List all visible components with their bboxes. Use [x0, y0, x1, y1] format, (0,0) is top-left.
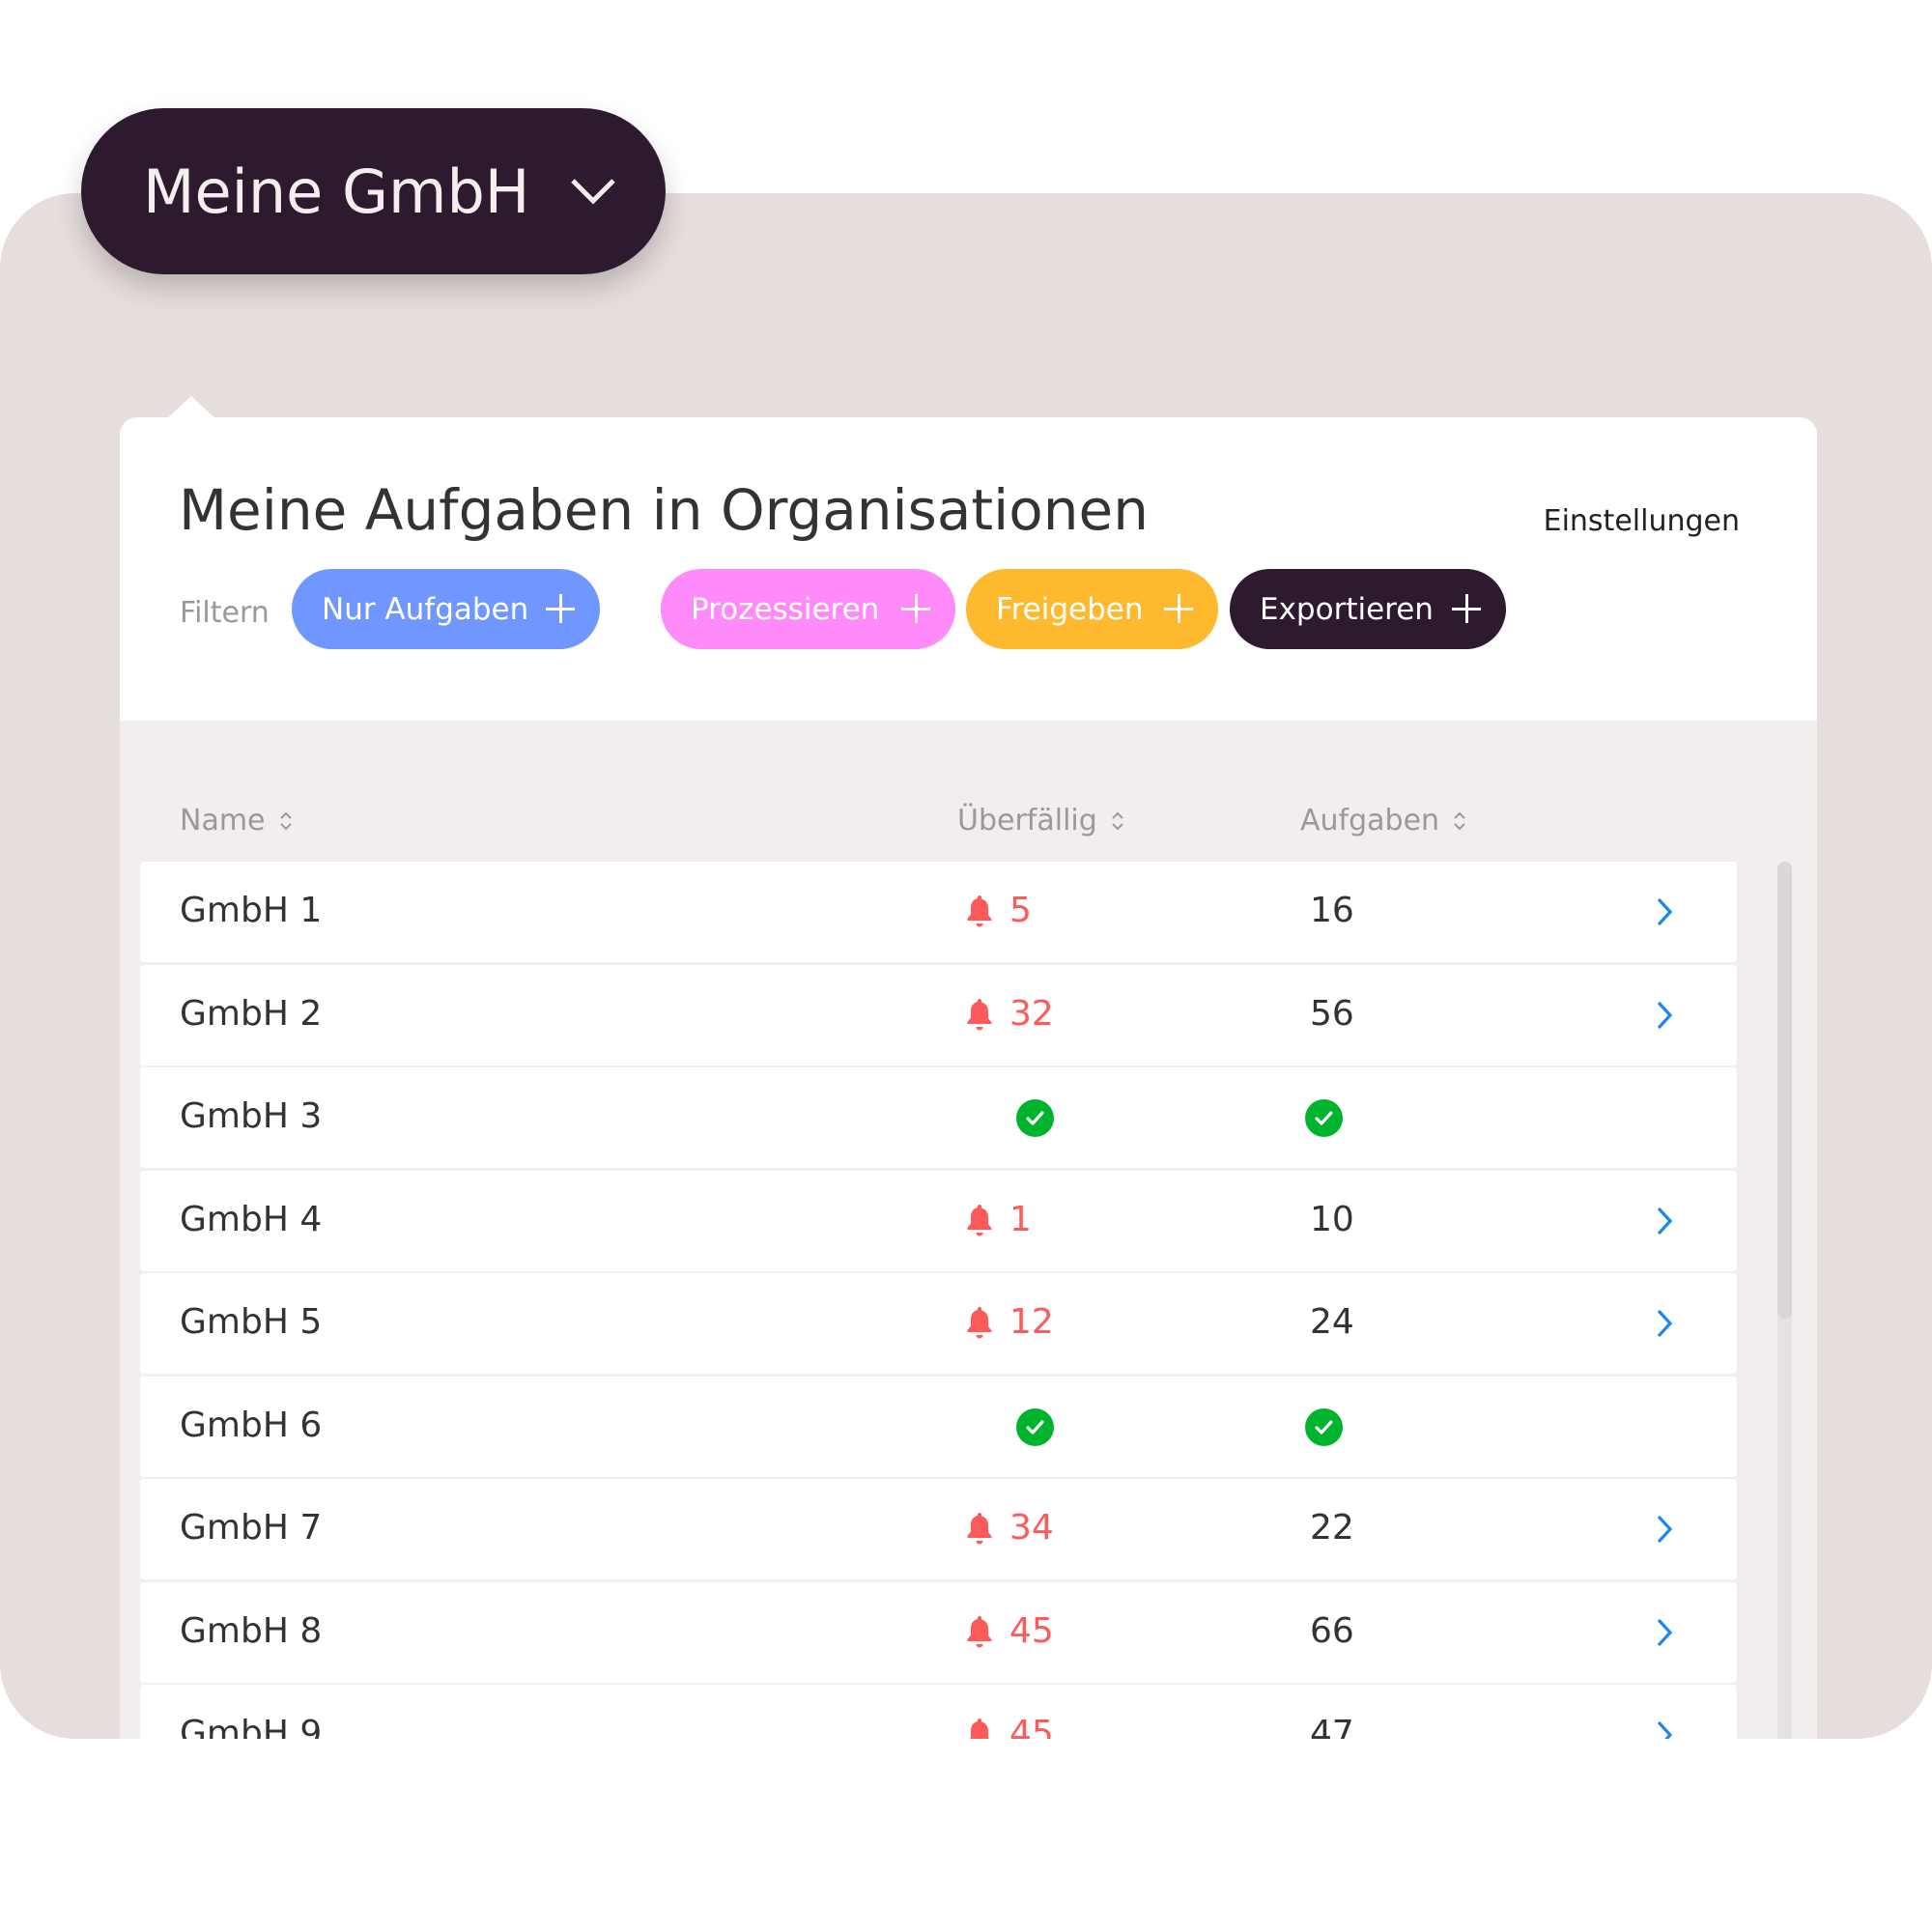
task-count: 47 [1310, 1714, 1354, 1739]
organization-name: Meine GmbH [143, 156, 530, 227]
scrollbar-track[interactable] [1777, 862, 1792, 1739]
org-name: GmbH 8 [180, 1610, 323, 1651]
bell-icon [965, 1718, 994, 1739]
chevron-right-icon[interactable] [1655, 1719, 1674, 1739]
column-header-tasks[interactable]: Aufgaben [1300, 804, 1466, 838]
filter-label-text: Freigeben [996, 591, 1144, 627]
task-count: 22 [1310, 1508, 1354, 1548]
column-header-name[interactable]: Name [180, 804, 293, 838]
bell-icon [965, 1615, 994, 1657]
filter-label: Filtern [180, 596, 270, 630]
table-row[interactable]: GmbH 1 5 16 [140, 862, 1737, 962]
scrollbar-thumb[interactable] [1777, 862, 1792, 1319]
task-count: 66 [1310, 1610, 1354, 1651]
plus-icon [1164, 594, 1193, 623]
column-label: Aufgaben [1300, 804, 1440, 838]
overdue-count: 12 [1009, 1302, 1054, 1342]
filter-label-text: Exportieren [1260, 591, 1434, 627]
org-name: GmbH 4 [180, 1199, 323, 1239]
bell-icon [965, 1512, 994, 1553]
chevron-right-icon[interactable] [1655, 1308, 1674, 1348]
plus-icon [901, 594, 930, 623]
table-row[interactable]: GmbH 6 [140, 1376, 1737, 1477]
panel-header: Meine Aufgaben in Organisationen Einstel… [120, 417, 1817, 721]
bell-icon [965, 895, 994, 936]
sort-icon [1112, 811, 1123, 830]
task-count: 16 [1310, 891, 1354, 930]
overdue-count: 45 [1009, 1714, 1054, 1739]
org-name: GmbH 7 [180, 1508, 323, 1548]
org-name: GmbH 6 [180, 1405, 323, 1445]
chevron-right-icon[interactable] [1655, 1206, 1674, 1245]
chevron-down-icon [571, 179, 616, 205]
check-circle-icon [1016, 1099, 1054, 1146]
plus-icon [1452, 594, 1481, 623]
table-row[interactable]: GmbH 5 12 24 [140, 1273, 1737, 1374]
check-circle-icon [1305, 1407, 1343, 1455]
table-row[interactable]: GmbH 2 32 56 [140, 964, 1737, 1065]
table-row[interactable]: GmbH 3 [140, 1067, 1737, 1168]
org-name: GmbH 2 [180, 993, 323, 1034]
chevron-right-icon[interactable] [1655, 1000, 1674, 1039]
org-name: GmbH 9 [180, 1714, 323, 1739]
bell-icon [965, 998, 994, 1039]
chevron-right-icon[interactable] [1655, 1514, 1674, 1553]
overdue-count: 34 [1009, 1508, 1054, 1548]
bell-icon [965, 1204, 994, 1245]
filter-prozessieren[interactable]: Prozessieren [661, 569, 955, 649]
column-label: Name [180, 804, 266, 838]
overdue-count: 1 [1009, 1199, 1032, 1239]
settings-link[interactable]: Einstellungen [1543, 504, 1740, 538]
sort-icon [279, 811, 292, 830]
overdue-count: 32 [1009, 993, 1054, 1034]
filter-freigeben[interactable]: Freigeben [966, 569, 1218, 649]
popover-arrow [166, 396, 216, 419]
background-panel: Meine Aufgaben in Organisationen Einstel… [0, 193, 1932, 1739]
filter-label-text: Nur Aufgaben [322, 591, 529, 627]
org-name: GmbH 5 [180, 1302, 323, 1342]
table-row[interactable]: GmbH 9 45 47 [140, 1685, 1737, 1739]
org-name: GmbH 1 [180, 891, 323, 930]
filter-nur-aufgaben[interactable]: Nur Aufgaben [292, 569, 600, 649]
overdue-count: 5 [1009, 891, 1032, 930]
organization-selector[interactable]: Meine GmbH [81, 108, 666, 274]
filter-exportieren[interactable]: Exportieren [1230, 569, 1506, 649]
column-label: Überfällig [957, 804, 1097, 838]
tasks-panel: Meine Aufgaben in Organisationen Einstel… [120, 396, 1817, 1739]
organization-list: GmbH 1 5 16 GmbH 2 32 56 GmbH 3 GmbH 4 1 10 GmbH 5… [140, 862, 1737, 1739]
filter-label-text: Prozessieren [691, 591, 880, 627]
check-circle-icon [1305, 1099, 1343, 1146]
check-circle-icon [1016, 1407, 1054, 1455]
chevron-right-icon[interactable] [1655, 1617, 1674, 1657]
bell-icon [965, 1306, 994, 1348]
task-count: 10 [1310, 1199, 1354, 1239]
column-header-overdue[interactable]: Überfällig [957, 804, 1124, 838]
task-count: 24 [1310, 1302, 1354, 1342]
table-row[interactable]: GmbH 4 1 10 [140, 1170, 1737, 1271]
overdue-count: 45 [1009, 1610, 1054, 1651]
table-row[interactable]: GmbH 7 34 22 [140, 1479, 1737, 1579]
sort-icon [1454, 811, 1465, 830]
task-count: 56 [1310, 993, 1354, 1034]
org-name: GmbH 3 [180, 1096, 323, 1136]
plus-icon [546, 594, 575, 623]
page-title: Meine Aufgaben in Organisationen [179, 477, 1149, 543]
chevron-right-icon[interactable] [1655, 896, 1674, 936]
table-row[interactable]: GmbH 8 45 66 [140, 1581, 1737, 1683]
